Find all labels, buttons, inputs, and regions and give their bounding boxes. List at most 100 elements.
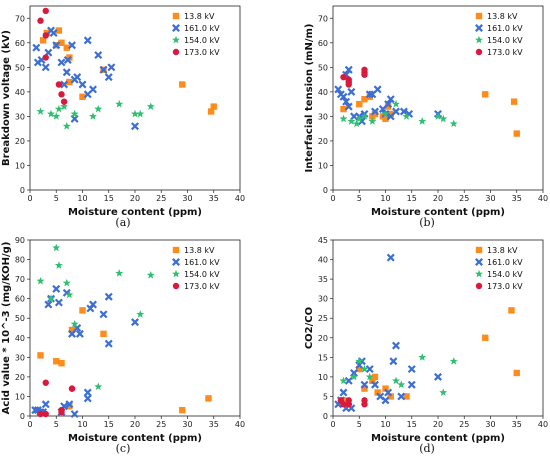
data-point xyxy=(94,104,103,113)
data-point xyxy=(104,292,113,301)
data-point xyxy=(381,109,390,118)
x-tick-label: 20 xyxy=(433,420,443,429)
data-point xyxy=(94,382,103,391)
data-point xyxy=(356,100,363,108)
plot-area xyxy=(29,239,241,417)
chart-panel-3: 0 5 10 15 20 25 30 35 40 0 10 20 30 40 50 60 70 80 90 Moist… xyxy=(1,236,245,455)
data-point xyxy=(361,96,368,103)
legend-marker xyxy=(172,24,180,32)
series-154-0-kv xyxy=(339,99,458,128)
plot-area xyxy=(29,5,241,191)
data-point xyxy=(513,369,520,377)
data-point xyxy=(83,394,92,403)
data-point xyxy=(340,401,347,408)
x-tick-label: 30 xyxy=(182,420,192,429)
data-point xyxy=(340,73,347,81)
data-point xyxy=(79,307,86,314)
data-point xyxy=(65,290,74,299)
data-point xyxy=(365,372,374,381)
legend-label: 173.0 kV xyxy=(184,282,220,291)
series-161-0-kv xyxy=(32,26,139,131)
data-point xyxy=(42,379,49,386)
data-point xyxy=(345,401,352,408)
data-point xyxy=(42,7,49,15)
x-tick-label: 30 xyxy=(485,420,495,429)
data-point xyxy=(386,95,395,104)
data-point xyxy=(41,63,50,72)
data-point xyxy=(55,81,63,88)
x-tick-label: 30 xyxy=(485,194,495,203)
y-tick-label: 60 xyxy=(15,39,25,48)
y-tick-label: 50 xyxy=(318,63,328,72)
y-tick-label: 10 xyxy=(318,161,328,170)
y-tick-label: 35 xyxy=(318,275,328,284)
x-tick-label: 10 xyxy=(77,194,87,203)
data-point xyxy=(179,406,186,414)
series-173-0-kv xyxy=(340,66,368,88)
y-tick-label: 0 xyxy=(20,186,25,195)
x-tick-label: 10 xyxy=(77,420,87,429)
data-point xyxy=(382,385,389,392)
y-tick-label: 10 xyxy=(318,373,328,382)
data-point xyxy=(54,104,63,113)
data-point xyxy=(79,93,86,100)
legend-marker xyxy=(172,246,180,254)
data-point xyxy=(31,406,40,415)
x-tick-label: 25 xyxy=(459,194,469,203)
y-tick-label: 60 xyxy=(15,295,25,304)
data-point xyxy=(37,410,44,418)
x-tick-label: 10 xyxy=(380,194,390,203)
y-tick-label: 10 xyxy=(15,161,25,170)
legend-label: 154.0 kV xyxy=(184,36,220,45)
data-point xyxy=(355,357,364,365)
data-point xyxy=(75,329,84,338)
legend-label: 173.0 kV xyxy=(487,48,523,57)
data-point xyxy=(78,80,87,89)
data-point xyxy=(131,122,139,131)
y-tick-label: 80 xyxy=(15,256,25,265)
data-point xyxy=(418,117,427,125)
data-point xyxy=(32,43,41,52)
series-173-0-kv xyxy=(37,7,68,105)
data-point xyxy=(47,294,55,303)
data-point xyxy=(387,393,394,400)
legend-marker xyxy=(475,35,483,44)
data-point xyxy=(365,365,374,374)
data-point xyxy=(386,253,395,262)
legend-label: 13.8 kV xyxy=(487,12,518,21)
data-point xyxy=(68,326,76,334)
y-tick-label: 40 xyxy=(318,88,328,97)
x-axis-label: Moisture content (ppm) xyxy=(68,433,202,444)
x-tick-label: 25 xyxy=(156,420,166,429)
data-point xyxy=(439,114,448,123)
chart-panel-4: 0 5 10 15 20 25 30 35 40 0 5 10 15 20 25 30 35 40 45 Moistu… xyxy=(304,236,548,455)
data-point xyxy=(62,68,71,77)
data-point xyxy=(58,91,65,98)
y-tick-label: 70 xyxy=(318,14,328,23)
data-point xyxy=(89,112,97,120)
data-point xyxy=(347,87,356,96)
y-axis-label: Interfacial tension (mN/m) xyxy=(304,24,315,173)
panel-label: (c) xyxy=(116,442,131,455)
data-point xyxy=(344,65,353,74)
data-point xyxy=(107,63,116,72)
data-point xyxy=(510,98,518,105)
data-point xyxy=(68,385,76,392)
data-point xyxy=(334,85,343,94)
y-tick-label: 30 xyxy=(318,112,328,121)
panel-label: (d) xyxy=(419,442,435,455)
x-tick-label: 40 xyxy=(235,420,245,429)
legend-marker xyxy=(475,269,483,278)
x-tick-label: 40 xyxy=(538,420,548,429)
data-point xyxy=(47,109,55,118)
data-point xyxy=(339,388,348,397)
legend-marker xyxy=(172,35,180,44)
data-point xyxy=(339,376,348,385)
data-point xyxy=(402,112,411,120)
data-point xyxy=(54,261,63,269)
y-tick-label: 5 xyxy=(323,392,328,401)
data-point xyxy=(373,85,382,94)
data-point xyxy=(65,400,74,409)
data-point xyxy=(371,373,379,381)
